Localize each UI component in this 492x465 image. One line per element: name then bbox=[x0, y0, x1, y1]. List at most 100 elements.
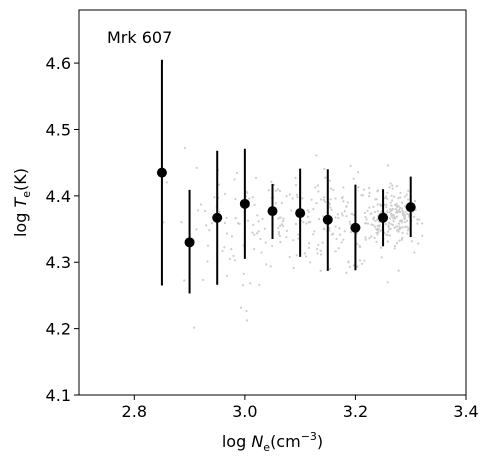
background-point bbox=[398, 227, 402, 230]
background-point bbox=[417, 242, 420, 245]
background-point bbox=[319, 253, 323, 256]
plot-frame bbox=[78, 9, 467, 396]
background-point bbox=[358, 245, 362, 249]
background-point bbox=[338, 227, 341, 230]
background-point bbox=[282, 217, 285, 220]
binned-points-layer bbox=[156, 59, 416, 294]
background-point bbox=[232, 254, 235, 258]
background-point bbox=[246, 219, 250, 222]
background-point bbox=[279, 216, 282, 219]
background-point bbox=[388, 234, 391, 237]
background-point bbox=[356, 171, 360, 174]
background-point bbox=[294, 184, 298, 187]
background-point bbox=[389, 227, 392, 230]
background-point bbox=[398, 206, 402, 209]
background-point bbox=[230, 248, 233, 251]
background-point bbox=[334, 225, 337, 228]
background-point bbox=[385, 203, 388, 206]
background-point bbox=[270, 180, 273, 183]
background-point bbox=[400, 221, 404, 224]
background-point bbox=[223, 192, 227, 195]
background-point bbox=[253, 233, 256, 236]
background-point bbox=[395, 242, 399, 245]
background-point bbox=[310, 198, 313, 201]
background-point bbox=[205, 224, 208, 227]
background-point bbox=[358, 259, 362, 262]
y-tick-label: 4.4 bbox=[46, 187, 71, 206]
background-point bbox=[273, 183, 276, 187]
background-point bbox=[328, 226, 331, 230]
background-point bbox=[263, 227, 266, 230]
background-point bbox=[390, 223, 393, 226]
background-point bbox=[332, 232, 335, 235]
background-point bbox=[281, 224, 285, 228]
background-point bbox=[390, 194, 393, 197]
background-point bbox=[264, 241, 267, 244]
background-point bbox=[316, 184, 319, 187]
background-point bbox=[413, 200, 417, 203]
background-point bbox=[274, 189, 277, 192]
background-point bbox=[348, 265, 351, 268]
x-tick-label: 2.8 bbox=[122, 402, 147, 421]
background-point bbox=[421, 234, 424, 237]
background-point bbox=[245, 319, 249, 322]
background-point bbox=[416, 222, 419, 225]
background-point bbox=[180, 221, 183, 224]
background-point bbox=[319, 269, 322, 272]
background-point bbox=[405, 225, 408, 228]
background-point bbox=[401, 236, 404, 240]
background-point bbox=[360, 194, 363, 197]
background-point bbox=[259, 237, 262, 241]
y-tick-label: 4.2 bbox=[46, 320, 71, 339]
background-point bbox=[397, 230, 400, 233]
background-point bbox=[364, 215, 367, 219]
background-point bbox=[317, 243, 320, 247]
background-point bbox=[307, 210, 311, 214]
background-point bbox=[406, 232, 409, 235]
background-point bbox=[315, 154, 318, 157]
background-point bbox=[397, 222, 401, 225]
x-tick-label: 3.2 bbox=[343, 402, 368, 421]
background-point bbox=[399, 196, 402, 199]
background-point bbox=[376, 203, 379, 206]
background-point bbox=[406, 198, 410, 201]
background-point bbox=[395, 203, 398, 206]
background-points-layer bbox=[162, 146, 424, 329]
background-point bbox=[235, 171, 239, 175]
background-point bbox=[418, 218, 421, 221]
background-point bbox=[349, 230, 353, 234]
background-point bbox=[391, 184, 394, 187]
background-point bbox=[389, 201, 392, 204]
background-point bbox=[309, 261, 312, 264]
background-point bbox=[260, 251, 263, 254]
background-point bbox=[406, 219, 409, 222]
background-point bbox=[303, 252, 306, 255]
background-point bbox=[251, 196, 254, 199]
x-tick-label: 3.0 bbox=[232, 402, 257, 421]
background-point bbox=[254, 176, 258, 179]
background-point bbox=[348, 220, 351, 223]
background-point bbox=[267, 189, 270, 192]
background-point bbox=[313, 230, 316, 233]
y-tick-label: 4.1 bbox=[46, 386, 71, 405]
background-point bbox=[234, 216, 237, 220]
background-point bbox=[228, 257, 231, 260]
background-point bbox=[334, 250, 337, 253]
background-point bbox=[323, 167, 326, 170]
background-point bbox=[393, 226, 396, 229]
background-point bbox=[350, 212, 354, 216]
background-point bbox=[390, 215, 393, 218]
background-point bbox=[278, 230, 281, 234]
background-point bbox=[385, 206, 388, 209]
background-point bbox=[210, 222, 214, 225]
background-point bbox=[372, 217, 375, 220]
background-point bbox=[225, 216, 228, 219]
background-point bbox=[395, 225, 399, 228]
background-point bbox=[341, 197, 344, 200]
background-point bbox=[384, 223, 387, 226]
background-point bbox=[225, 274, 229, 277]
background-point bbox=[372, 205, 375, 208]
background-point bbox=[403, 221, 407, 224]
background-point bbox=[230, 235, 234, 238]
